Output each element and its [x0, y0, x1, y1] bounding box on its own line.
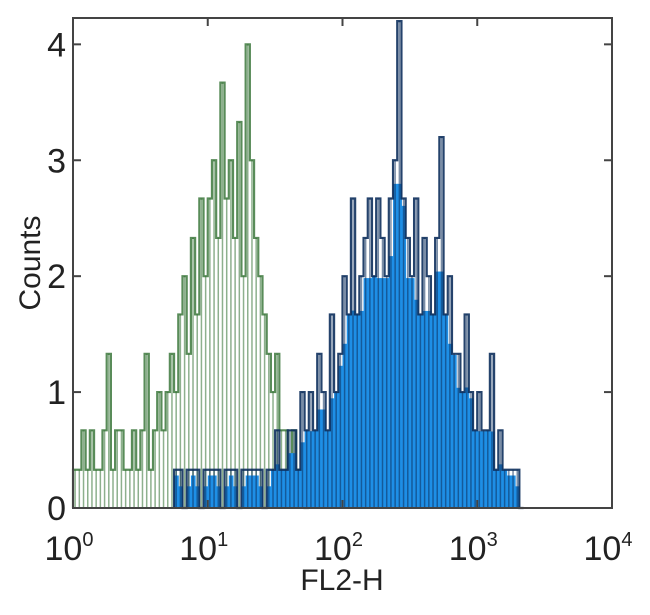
x-tick-label: 104 — [584, 529, 633, 568]
axis-ticks — [73, 18, 612, 508]
histogram-outline — [71, 43, 309, 510]
x-tick-label: 103 — [449, 529, 498, 568]
y-tick-label: 4 — [47, 26, 66, 64]
x-tick-label: 102 — [314, 529, 363, 568]
y-tick-label: 0 — [47, 490, 66, 528]
x-axis-label: FL2-H — [300, 564, 383, 597]
y-axis-label: Counts — [14, 215, 47, 310]
series-1 — [172, 20, 524, 510]
x-tick-label: 100 — [45, 529, 94, 568]
x-tick-label: 101 — [179, 529, 228, 568]
y-tick-labels: 0 1 2 3 4 — [47, 26, 66, 528]
y-tick-label: 2 — [47, 258, 66, 296]
x-tick-labels: 100 101 102 103 104 — [45, 529, 633, 568]
y-tick-label: 1 — [47, 374, 66, 412]
plot-marks — [71, 20, 524, 510]
y-tick-label: 3 — [47, 142, 66, 180]
series-0 — [71, 43, 309, 510]
